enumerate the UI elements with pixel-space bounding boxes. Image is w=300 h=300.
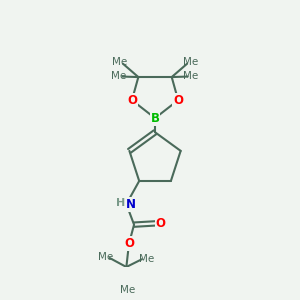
Text: N: N (126, 198, 136, 211)
Text: Me: Me (139, 254, 154, 263)
Text: Me: Me (112, 57, 128, 67)
Text: Me: Me (183, 71, 199, 81)
Text: O: O (173, 94, 183, 107)
Text: Me: Me (120, 285, 135, 295)
Text: B: B (151, 112, 160, 124)
Text: O: O (127, 94, 137, 107)
Text: Me: Me (112, 71, 127, 81)
Text: O: O (124, 237, 134, 250)
Text: Me: Me (183, 57, 198, 67)
Text: Me: Me (98, 252, 113, 262)
Text: H: H (116, 198, 125, 208)
Text: O: O (155, 217, 166, 230)
